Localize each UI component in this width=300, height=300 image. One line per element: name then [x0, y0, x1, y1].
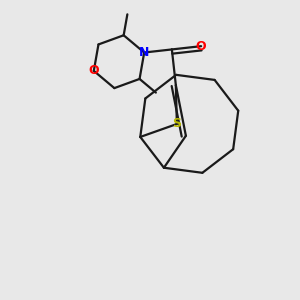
Text: N: N [139, 46, 149, 59]
Text: O: O [196, 40, 206, 53]
Text: S: S [172, 118, 182, 130]
Text: O: O [88, 64, 99, 77]
